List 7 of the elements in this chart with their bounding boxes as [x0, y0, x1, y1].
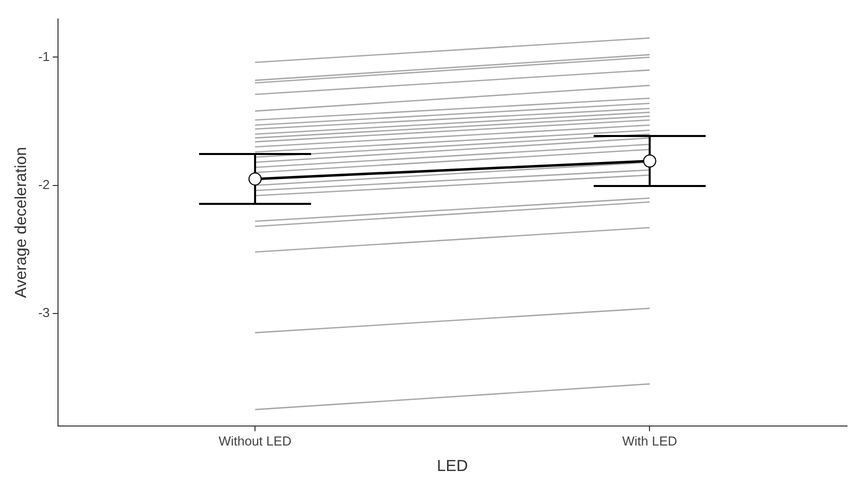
- y-tick-label: -3: [38, 305, 50, 320]
- x-tick-label: Without LED: [218, 434, 292, 449]
- x-tick-label: With LED: [622, 434, 678, 449]
- y-tick-label: -2: [38, 176, 50, 192]
- y-axis-title: Average deceleration: [13, 147, 30, 298]
- y-tick-label: -1: [38, 48, 50, 64]
- x-axis-title: LED: [436, 458, 468, 475]
